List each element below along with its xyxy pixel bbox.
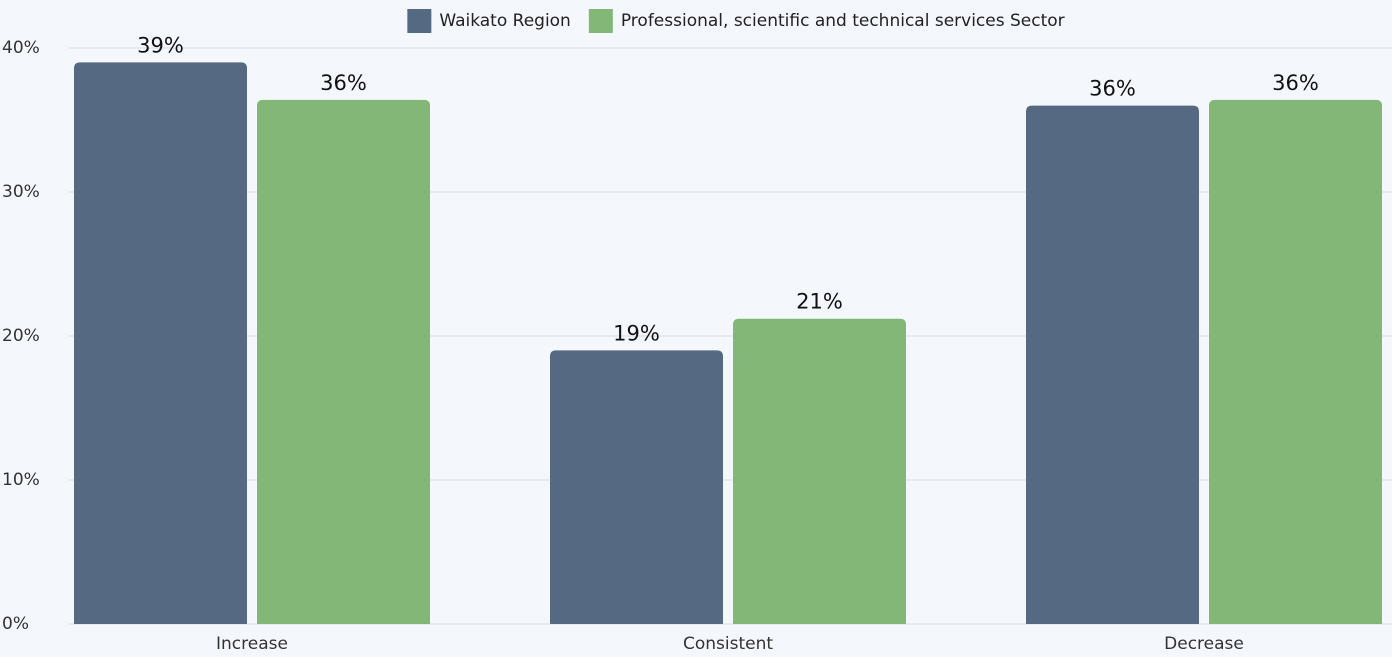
- bar: [733, 318, 906, 624]
- x-tick-label: Decrease: [1164, 634, 1244, 654]
- x-tick-label: Increase: [216, 634, 288, 654]
- legend-label: Professional, scientific and technical s…: [621, 11, 1065, 31]
- bar: [1209, 99, 1382, 625]
- legend-swatch: [588, 9, 613, 33]
- value-label: 21%: [796, 290, 843, 314]
- legend-swatch: [407, 9, 432, 33]
- value-label: 36%: [1272, 71, 1319, 95]
- value-label: 19%: [613, 321, 660, 345]
- bar: [257, 99, 430, 625]
- y-tick-label: 20%: [2, 326, 40, 346]
- y-tick-label: 40%: [2, 38, 40, 58]
- y-tick-label: 30%: [2, 182, 40, 202]
- value-label: 36%: [1089, 77, 1136, 101]
- y-tick-label: 10%: [2, 470, 40, 490]
- value-label: 39%: [137, 33, 184, 57]
- x-tick-label: Consistent: [683, 634, 773, 654]
- bar: [550, 350, 723, 624]
- y-tick-label: 0%: [2, 614, 29, 634]
- bar: [74, 62, 247, 624]
- legend-label: Waikato Region: [439, 11, 571, 31]
- bar: [1026, 105, 1199, 625]
- value-label: 36%: [320, 71, 367, 95]
